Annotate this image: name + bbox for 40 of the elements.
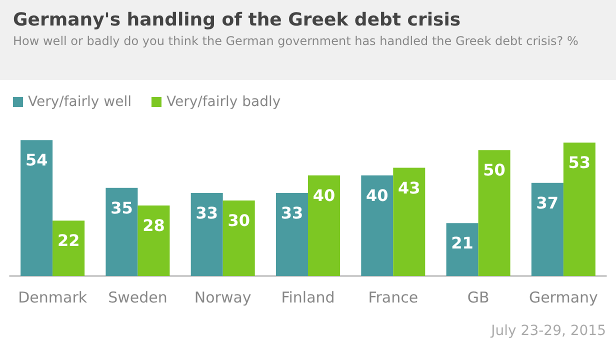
data-label: 40 [312, 186, 336, 205]
chart-subtitle: How well or badly do you think the German government has handled the Greek debt crisis? % [13, 34, 578, 48]
bar [52, 220, 85, 276]
bar [20, 140, 53, 276]
legend-label: Very/fairly badly [166, 94, 281, 110]
data-label: 22 [57, 231, 80, 250]
data-label: 21 [451, 234, 474, 253]
bar [563, 142, 596, 276]
bar [190, 192, 223, 276]
bar [361, 175, 394, 276]
text: July 23-29, 2015 [490, 323, 606, 339]
bar [393, 168, 426, 276]
data-label: 50 [483, 160, 506, 180]
x-tick-label: France [368, 288, 418, 306]
data-label: 40 [366, 186, 388, 205]
data-label: 37 [536, 193, 559, 212]
legend-label: Very/fairly well [28, 94, 132, 110]
bar [106, 188, 138, 276]
bar [478, 150, 510, 276]
data-label: 43 [398, 178, 420, 198]
data-label: 28 [142, 216, 165, 236]
chart-title: Germany's handling of the Greek debt crisis [13, 10, 461, 30]
x-tick-label: Sweden [108, 288, 168, 306]
data-label: 33 [196, 203, 218, 222]
x-tick-label: Denmark [18, 288, 88, 306]
bar [276, 192, 308, 276]
bar [222, 200, 255, 276]
x-tick-label: GB [467, 288, 490, 306]
bar [531, 182, 564, 276]
x-tick-label: Germany [528, 288, 598, 306]
bar [308, 175, 340, 276]
data-label: 53 [568, 153, 591, 172]
data-label: 30 [228, 211, 250, 230]
x-tick-label: Norway [194, 288, 252, 306]
x-tick-label: Finland [281, 288, 335, 306]
data-label: 35 [110, 198, 133, 218]
bar [446, 223, 478, 276]
data-label: 33 [280, 203, 304, 222]
data-label: 54 [25, 150, 48, 170]
bar [138, 206, 170, 276]
